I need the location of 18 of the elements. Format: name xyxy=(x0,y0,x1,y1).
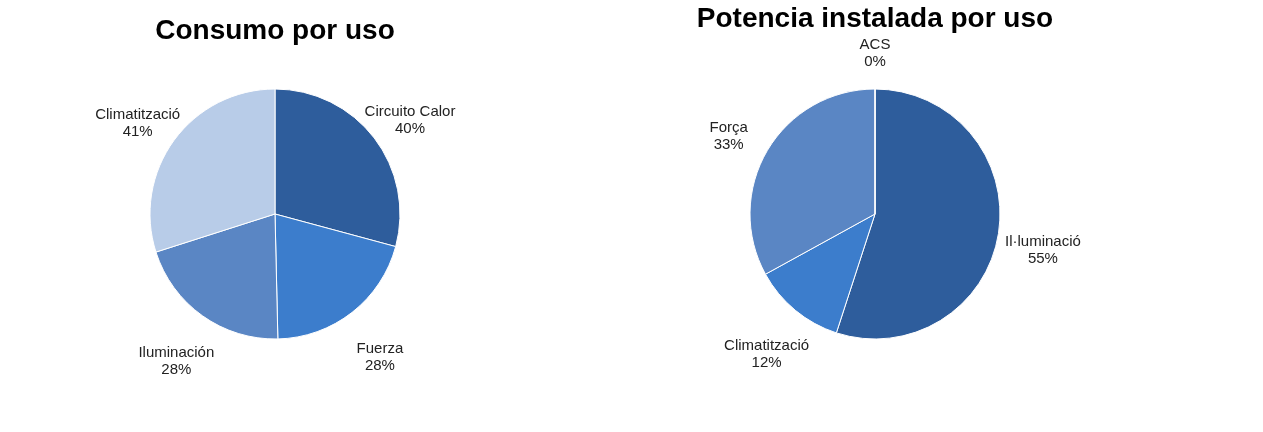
chart-title: Potencia instalada por uso xyxy=(696,2,1054,33)
data-label: 55% xyxy=(1027,248,1058,266)
slice-label: Climatització xyxy=(95,104,181,122)
data-label: 28% xyxy=(161,360,192,378)
data-label: 41% xyxy=(122,121,153,139)
chart-title: Consumo por uso xyxy=(155,14,395,45)
slice-label: Fuerza xyxy=(356,338,404,356)
slice-label: Circuito Calor xyxy=(364,101,456,119)
data-label: 33% xyxy=(713,135,744,153)
data-label: 40% xyxy=(394,118,425,136)
data-label: 12% xyxy=(751,352,782,370)
data-label: 28% xyxy=(364,355,395,373)
slice-label: Climatització xyxy=(724,335,810,353)
category-label: ACS xyxy=(859,35,891,52)
text: 0% xyxy=(864,52,886,69)
slice-label: Iluminación xyxy=(138,343,215,361)
slice-label: Il·luminació xyxy=(1004,231,1081,249)
slice-label: Força xyxy=(709,118,749,136)
